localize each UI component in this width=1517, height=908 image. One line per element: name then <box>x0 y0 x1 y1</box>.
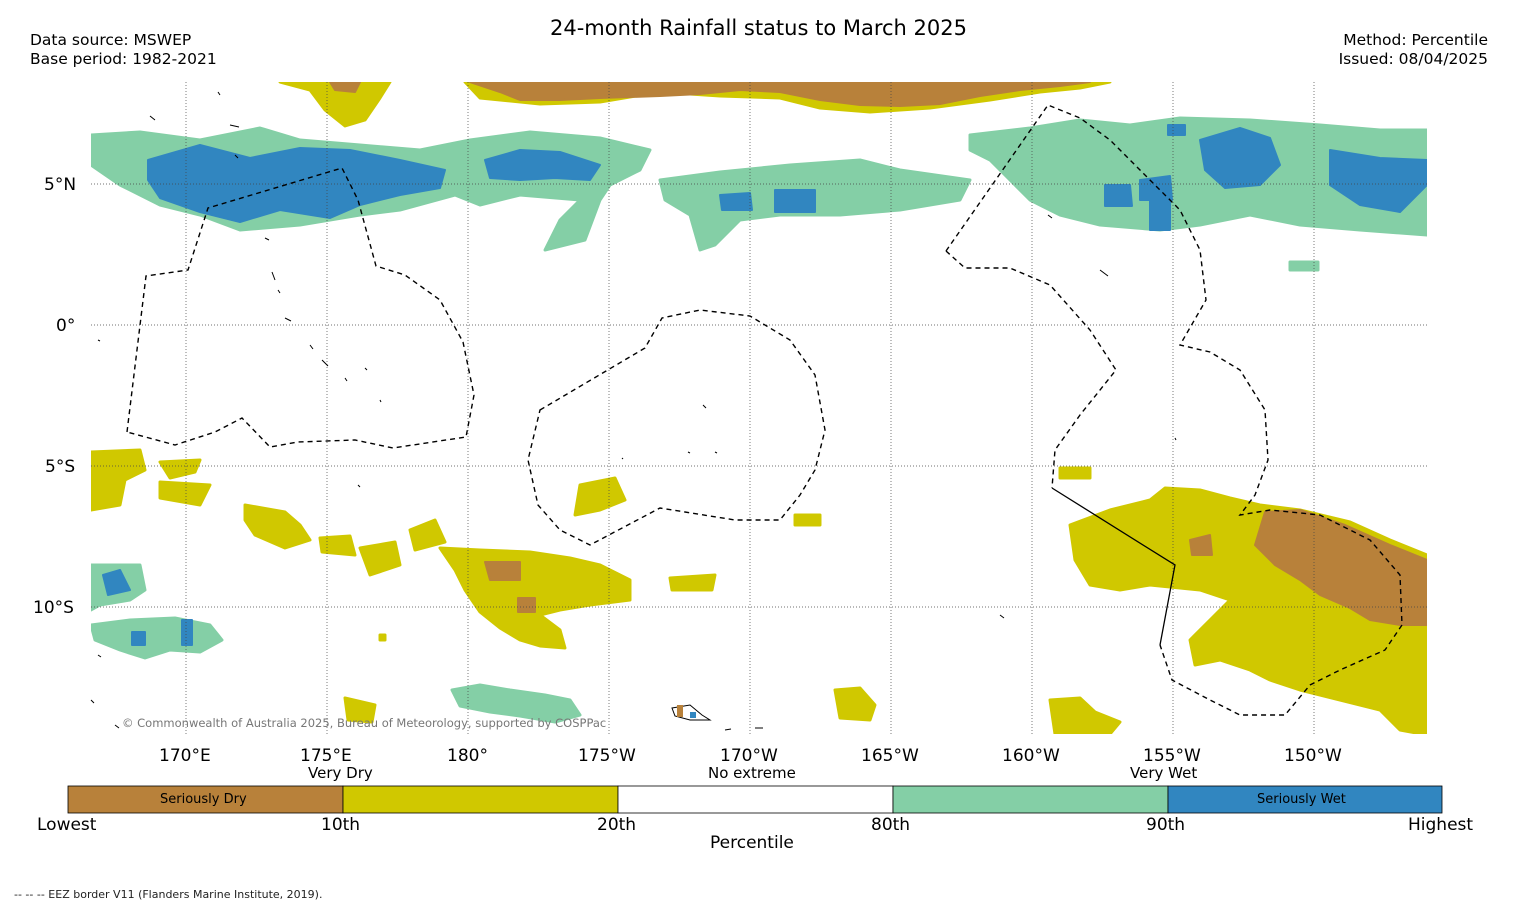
data-source: Data source: MSWEP <box>30 31 192 49</box>
legend-class-label: Seriously Dry <box>160 792 247 807</box>
legend-colorbar <box>67 785 1443 814</box>
legend-top-label: Very Wet <box>1130 764 1198 782</box>
eez-source-note: -- -- -- EEZ border V11 (Flanders Marine… <box>14 888 323 901</box>
lat-label: 5°N <box>44 175 77 195</box>
legend-no-extreme <box>617 785 894 814</box>
lon-label: 155°W <box>1143 746 1201 766</box>
copyright-note: © Commonwealth of Australia 2025, Bureau… <box>122 716 607 730</box>
legend-tick: Lowest <box>37 815 97 835</box>
lon-label: 150°W <box>1284 746 1342 766</box>
legend-class-label: Seriously Wet <box>1257 792 1346 807</box>
legend-tick: 90th <box>1146 815 1186 835</box>
lon-label: 180° <box>447 746 488 766</box>
lon-label: 160°W <box>1002 746 1060 766</box>
lon-label: 170°W <box>720 746 778 766</box>
legend-seriously-wet <box>1167 785 1443 814</box>
legend-axis-title: Percentile <box>710 833 794 853</box>
legend-top-label: Very Dry <box>308 764 373 782</box>
legend-tick: 80th <box>871 815 911 835</box>
eez-borders <box>126 104 1403 716</box>
lat-label: 0° <box>56 316 76 336</box>
lat-label: 5°S <box>45 457 76 477</box>
map-title: 24-month Rainfall status to March 2025 <box>550 16 967 40</box>
islands <box>90 91 1177 731</box>
rainfall-field <box>91 82 1427 734</box>
lon-label: 165°W <box>861 746 919 766</box>
legend-very-dry <box>342 785 619 814</box>
issued-date: Issued: 08/04/2025 <box>1338 50 1488 68</box>
boundary-lines <box>1051 487 1176 646</box>
legend-top-label: No extreme <box>708 764 796 782</box>
legend-very-wet <box>892 785 1169 814</box>
lon-label: 175°W <box>578 746 636 766</box>
graticule <box>91 82 1427 734</box>
legend-tick: 20th <box>597 815 637 835</box>
method: Method: Percentile <box>1343 31 1488 49</box>
legend-tick: Highest <box>1408 815 1474 835</box>
lon-label: 170°E <box>159 746 211 766</box>
base-period: Base period: 1982-2021 <box>30 50 217 68</box>
legend-tick: 10th <box>321 815 361 835</box>
lat-label: 10°S <box>33 598 74 618</box>
lon-label: 175°E <box>300 746 352 766</box>
legend-seriously-dry <box>67 785 344 814</box>
